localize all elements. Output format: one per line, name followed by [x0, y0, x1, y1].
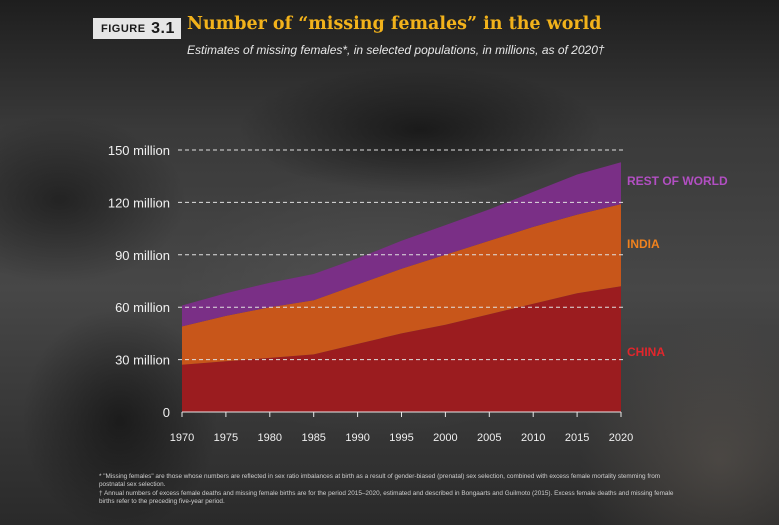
figure-badge: FIGURE 3.1 [93, 18, 181, 39]
x-tick-label: 2000 [433, 432, 457, 444]
x-tick-label: 1970 [170, 432, 194, 444]
figure-label: FIGURE [101, 23, 146, 35]
x-tick-label: 2020 [609, 432, 633, 444]
y-tick-label: 150 million [108, 143, 170, 158]
area-rest-of-world [182, 162, 621, 327]
x-tick-label: 2010 [521, 432, 545, 444]
x-tick-label: 1980 [258, 432, 282, 444]
x-tick-label: 1975 [214, 432, 238, 444]
chart-subtitle: Estimates of missing females*, in select… [187, 43, 605, 57]
footnote-period: † Annual numbers of excess female deaths… [99, 490, 674, 505]
x-tick-label: 1990 [345, 432, 369, 444]
x-tick-label: 2005 [477, 432, 501, 444]
area-india [182, 204, 621, 365]
x-tick-label: 2015 [565, 432, 589, 444]
chart-title: Number of “missing females” in the world [187, 14, 602, 34]
y-tick-label: 60 million [115, 300, 170, 315]
figure-number: 3.1 [151, 20, 175, 37]
series-label-china: CHINA [627, 345, 665, 359]
y-tick-label: 30 million [115, 353, 170, 368]
series-label-rest-of-world: REST OF WORLD [627, 174, 728, 188]
series-label-india: INDIA [627, 237, 660, 251]
x-tick-label: 1985 [301, 432, 325, 444]
footnotes: * "Missing females" are those whose numb… [99, 473, 684, 507]
y-tick-label: 0 [163, 405, 170, 420]
y-tick-label: 120 million [108, 195, 170, 210]
y-tick-label: 90 million [115, 248, 170, 263]
x-tick-label: 1995 [389, 432, 413, 444]
footnote-missing-females: * "Missing females" are those whose numb… [99, 473, 661, 488]
area-china [182, 286, 621, 412]
